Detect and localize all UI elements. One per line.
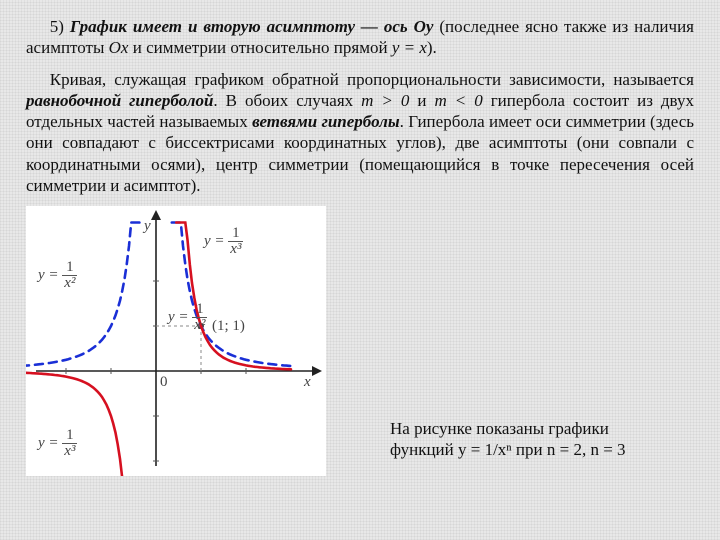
point-label: (1; 1) — [212, 318, 245, 335]
p1-emph: График имеет и вторую асимптоту — ось Оу — [70, 17, 434, 36]
label-red-top: y = 1x³ — [204, 226, 243, 257]
p1-lead: 5) — [50, 17, 70, 36]
origin-label: 0 — [160, 374, 168, 391]
paragraph-1: 5) График имеет и вторую асимптоту — ось… — [26, 16, 694, 59]
p1-t3: и симметрии относительно прямой — [128, 38, 391, 57]
p2-m2: m < 0 — [434, 91, 482, 110]
p1-eq: y = x — [392, 38, 427, 57]
p2-a: Кривая, служащая графиком обратной пропо… — [50, 70, 694, 89]
term-2: ветвями гиперболы — [252, 112, 400, 131]
label-red-bottom: y = 1x³ — [38, 428, 77, 459]
caption: На рисунке показаны графики функций y = … — [326, 418, 694, 477]
label-blue-left: y = 1x² — [38, 260, 77, 291]
chart: y x 0 (1; 1) y = 1x² y = 1x³ y = 1x² y =… — [26, 206, 326, 476]
p2-c: и — [409, 91, 434, 110]
caption-line1: На рисунке показаны графики — [390, 419, 609, 438]
p1-ox: Ох — [109, 38, 129, 57]
paragraph-2: Кривая, служащая графиком обратной пропо… — [26, 69, 694, 197]
axis-y-label: y — [144, 218, 151, 235]
p2-b: . В обоих случаях — [213, 91, 361, 110]
p2-m1: m > 0 — [361, 91, 409, 110]
caption-line2: функций y = 1/xⁿ при n = 2, n = 3 — [390, 440, 626, 459]
term-1: равнобочной гиперболой — [26, 91, 213, 110]
label-blue-mid: y = 1x² — [168, 302, 207, 333]
p1-t4: ). — [427, 38, 437, 57]
axis-x-label: x — [304, 374, 311, 391]
